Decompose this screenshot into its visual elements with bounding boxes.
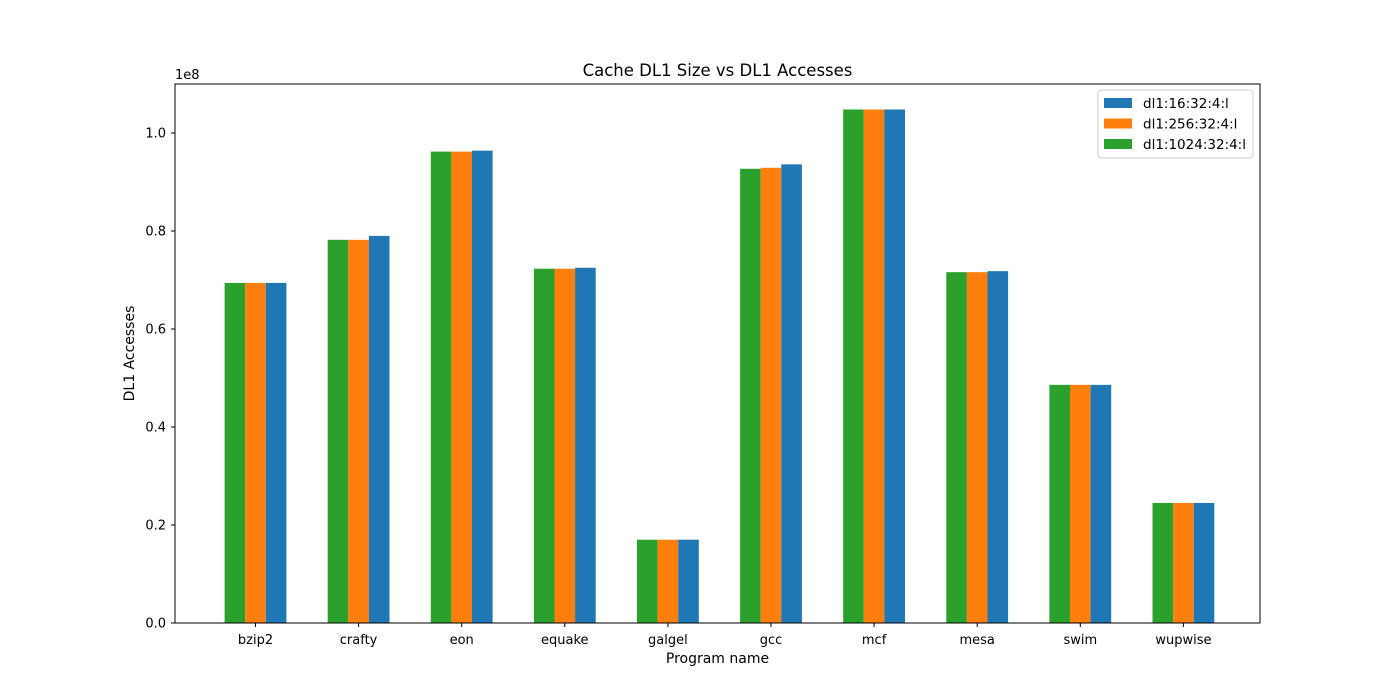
bar-gcc-dl1:1024:32:4:l	[740, 168, 761, 623]
legend-swatch-dl1:1024:32:4:l	[1104, 139, 1132, 149]
bar-mesa-dl1:256:32:4:l	[966, 272, 988, 623]
bar-galgel-dl1:16:32:4:l	[678, 539, 699, 623]
bar-gcc-dl1:16:32:4:l	[781, 164, 802, 624]
bar-swim-dl1:16:32:4:l	[1090, 384, 1112, 623]
x-tick-label-crafty: crafty	[340, 633, 378, 648]
bar-crafty-dl1:256:32:4:l	[348, 239, 369, 623]
x-tick-label-bzip2: bzip2	[238, 633, 273, 648]
x-tick-label-mesa: mesa	[959, 633, 994, 648]
bar-swim-dl1:256:32:4:l	[1070, 384, 1091, 623]
legend-swatch-dl1:16:32:4:l	[1104, 98, 1132, 108]
chart-title: Cache DL1 Size vs DL1 Accesses	[583, 61, 853, 80]
legend-swatch-dl1:256:32:4:l	[1104, 118, 1132, 129]
bar-mesa-dl1:1024:32:4:l	[946, 272, 967, 623]
bar-swim-dl1:1024:32:4:l	[1049, 384, 1070, 623]
bar-mcf-dl1:256:32:4:l	[863, 109, 885, 624]
bar-bzip2-dl1:256:32:4:l	[245, 282, 266, 623]
x-tick-label-mcf: mcf	[862, 633, 887, 648]
bar-galgel-dl1:1024:32:4:l	[637, 539, 658, 623]
bar-bzip2-dl1:1024:32:4:l	[224, 282, 246, 623]
bar-wupwise-dl1:256:32:4:l	[1173, 502, 1194, 623]
legend-label-dl1:16:32:4:l: dl1:16:32:4:l	[1143, 96, 1229, 112]
bar-wupwise-dl1:1024:32:4:l	[1152, 502, 1174, 623]
legend-box	[1097, 89, 1254, 159]
y-tick-label-0.8: 0.8	[145, 225, 166, 240]
bar-mcf-dl1:1024:32:4:l	[843, 109, 864, 624]
x-tick-label-eon: eon	[450, 633, 474, 648]
bar-eon-dl1:256:32:4:l	[451, 151, 472, 623]
bar-eon-dl1:1024:32:4:l	[430, 151, 452, 623]
bar-crafty-dl1:1024:32:4:l	[327, 239, 349, 623]
bar-bzip2-dl1:16:32:4:l	[265, 282, 287, 623]
y-tick-label-0.0: 0.0	[145, 617, 166, 632]
y-tick-label-0.2: 0.2	[145, 519, 166, 534]
legend-label-dl1:1024:32:4:l: dl1:1024:32:4:l	[1143, 137, 1246, 153]
bar-mcf-dl1:16:32:4:l	[884, 109, 905, 624]
x-axis-label: Program name	[666, 651, 769, 667]
x-tick-label-equake: equake	[541, 633, 589, 648]
bar-galgel-dl1:256:32:4:l	[657, 539, 679, 623]
bar-crafty-dl1:16:32:4:l	[368, 235, 390, 623]
legend: dl1:16:32:4:l dl1:256:32:4:l dl1:1024:32:4…	[1097, 89, 1254, 159]
bar-equake-dl1:16:32:4:l	[575, 267, 596, 623]
x-tick-label-swim: swim	[1063, 633, 1097, 648]
x-tick-label-galgel: galgel	[648, 633, 688, 648]
plot-frame	[174, 83, 1261, 624]
y-tick-label-1.0: 1.0	[145, 127, 166, 142]
bar-mesa-dl1:16:32:4:l	[987, 271, 1009, 623]
bar-equake-dl1:1024:32:4:l	[533, 268, 555, 623]
y-tick-label-0.6: 0.6	[145, 323, 166, 338]
bar-gcc-dl1:256:32:4:l	[760, 167, 782, 624]
legend-label-dl1:256:32:4:l: dl1:256:32:4:l	[1143, 117, 1237, 133]
bars-group	[224, 109, 1215, 624]
bar-wupwise-dl1:16:32:4:l	[1193, 502, 1215, 623]
bar-eon-dl1:16:32:4:l	[472, 150, 493, 623]
y-tick-label-0.4: 0.4	[145, 421, 166, 436]
y-axis-scale-label: 1e8	[175, 68, 200, 83]
bar-equake-dl1:256:32:4:l	[554, 268, 576, 623]
x-tick-label-wupwise: wupwise	[1155, 633, 1211, 648]
axes-group: 0.0 0.2 0.4 0.6 0.8 1.0 bzip2 crafty eon equake ga…	[145, 83, 1261, 648]
y-axis-label: DL1 Accesses	[122, 306, 138, 402]
x-tick-label-gcc: gcc	[760, 633, 783, 648]
